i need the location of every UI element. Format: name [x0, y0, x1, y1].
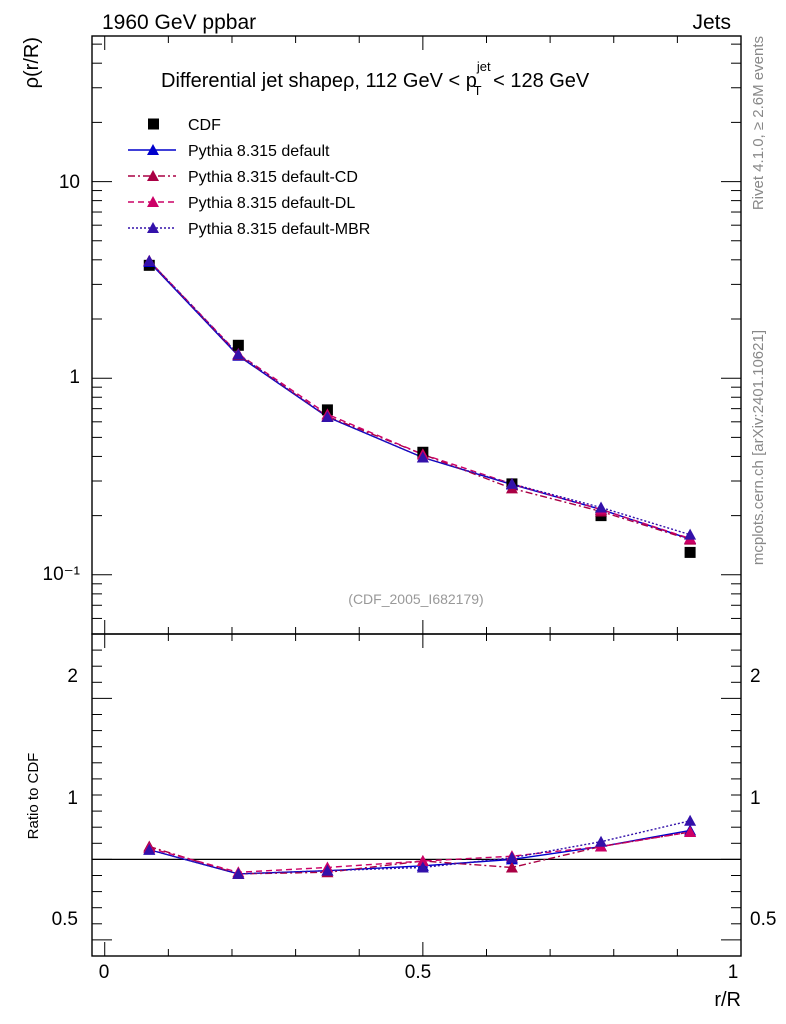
chart-title: Differential jet shapeρ, 112 GeV < pjet T… [161, 59, 590, 98]
y-tick-label: 1 [69, 367, 80, 388]
mbr-ratio-marker [595, 835, 608, 847]
mbr-series-marker [321, 410, 334, 422]
mcplots-label: mcplots.cern.ch [arXiv:2401.10621] [750, 330, 767, 565]
legend-marker-cdf [148, 118, 159, 130]
ratio-y-tick-label-right: 0.5 [750, 909, 776, 930]
mbr-ratio-marker [505, 851, 518, 863]
x-tick-labels: 0 0.5 1 [99, 962, 739, 983]
mbr-series-marker [505, 477, 518, 489]
ratio-series-layer [92, 814, 741, 879]
legend-marker-default [147, 144, 159, 155]
dl-series-line [148, 260, 691, 540]
legend-marker-cd [147, 170, 159, 181]
legend-label: Pythia 8.315 default [188, 143, 330, 160]
y-tick-label: 10 [59, 172, 80, 193]
y-tick-label: 10⁻¹ [43, 564, 81, 585]
x-tick-label: 0.5 [405, 962, 431, 983]
ratio-y-axis-label: Ratio to CDF [25, 753, 42, 840]
header-left-label: 1960 GeV ppbar [102, 11, 256, 34]
mbr-ratio-marker [321, 864, 334, 876]
mbr-series-marker [595, 501, 608, 513]
mbr-ratio-marker [232, 867, 245, 879]
cd-ratio-marker [505, 861, 518, 873]
analysis-watermark: (CDF_2005_I682179) [348, 591, 483, 607]
ratio-y-tick-label: 1 [67, 788, 78, 809]
x-tick-label: 0 [99, 962, 110, 983]
cdf-data-point [684, 546, 696, 558]
legend-marker-dl [147, 196, 159, 207]
chart-title-tail: < 128 GeV [488, 70, 590, 92]
mbr-series-line [148, 260, 691, 536]
legend-label: Pythia 8.315 default-MBR [188, 221, 370, 238]
y-tick-labels: 10 1 10⁻¹ [43, 172, 81, 585]
header-right-label: Jets [692, 11, 731, 34]
rivet-label: Rivet 4.1.0, ≥ 2.6M events [750, 36, 767, 210]
dl-ratio-marker [684, 826, 697, 838]
main-series-layer [143, 254, 697, 558]
mbr-series-marker [232, 348, 245, 360]
mbr-series-marker [684, 528, 697, 540]
cd-series-line [148, 260, 691, 541]
x-axis-label: r/R [714, 989, 741, 1011]
chart-title-sub: T [474, 83, 482, 98]
mbr-ratio-marker [416, 861, 429, 873]
mbr-series-marker [143, 254, 156, 266]
x-tick-label: 1 [728, 962, 739, 983]
legend-label: CDF [188, 117, 221, 134]
cdf-data-point [232, 339, 244, 351]
dl-ratio-marker [416, 855, 429, 867]
ratio-panel-frame [91, 633, 742, 957]
ratio-y-tick-labels: 2 1 0.5 2 1 0.5 [52, 666, 777, 930]
chart-title-sup: jet [476, 59, 491, 74]
chart-title-main: Differential jet shapeρ, 112 GeV < p [161, 70, 477, 92]
legend: CDF Pythia 8.315 default Pythia 8.315 de… [128, 117, 370, 238]
mbr-series-marker [416, 451, 429, 463]
ratio-y-tick-label-right: 1 [750, 788, 761, 809]
default-series-line [148, 261, 691, 540]
mbr-ratio-marker [684, 814, 697, 826]
tick-marks [92, 36, 742, 956]
y-axis-label: ρ(r/R) [21, 37, 43, 88]
legend-label: Pythia 8.315 default-CD [188, 169, 358, 186]
ratio-y-tick-label: 0.5 [52, 909, 78, 930]
ratio-y-tick-label: 2 [67, 666, 78, 687]
ratio-y-tick-label-right: 2 [750, 666, 761, 687]
legend-marker-mbr [147, 222, 159, 233]
legend-label: Pythia 8.315 default-DL [188, 195, 355, 212]
mbr-ratio-marker [143, 843, 156, 855]
